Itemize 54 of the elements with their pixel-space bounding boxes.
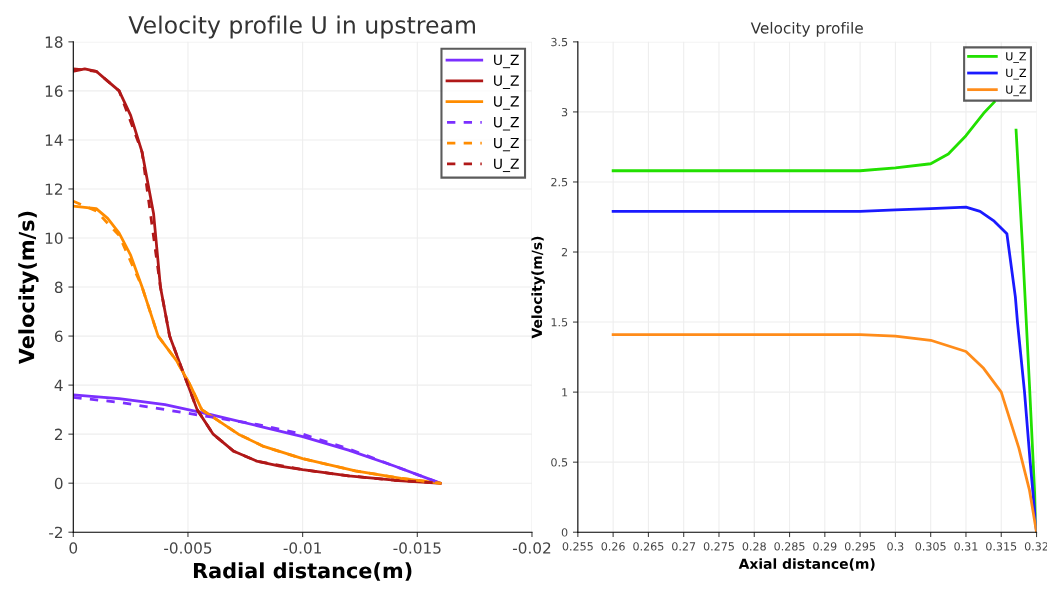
- legend-label: U_Z: [1006, 52, 1027, 63]
- y-tick-label: -2: [49, 526, 63, 539]
- y-axis-title: Velocity(m/s): [18, 211, 39, 365]
- x-tick-label: -0.005: [164, 542, 212, 554]
- legend-label: U_Z: [494, 96, 519, 110]
- legend-label: U_Z: [1006, 85, 1027, 97]
- x-tick-label: 0.255: [562, 542, 593, 551]
- x-tick-label: -0.02: [512, 542, 551, 554]
- y-tick-label: 12: [45, 183, 63, 195]
- x-tick-label: 0: [69, 542, 78, 554]
- x-tick-label: 0.275: [703, 542, 734, 551]
- x-tick-label: 0.315: [986, 542, 1017, 551]
- y-tick-label: 0: [54, 477, 63, 490]
- line-series: [611, 333, 1037, 533]
- x-axis-title: Axial distance(m): [738, 558, 875, 571]
- legend-label: U_Z: [1006, 68, 1027, 80]
- y-tick-label: 1: [562, 388, 568, 397]
- y-axis-title: Velocity(m/s): [531, 236, 545, 339]
- x-tick-label: 0.29: [813, 542, 837, 551]
- y-tick-label: 6: [54, 330, 63, 343]
- chart-title: Velocity profile U in upstream: [128, 15, 475, 39]
- legend-label: U_Z: [494, 117, 519, 131]
- x-tick-label: 0.31: [954, 542, 978, 551]
- x-axis-title: Radial distance(m): [193, 562, 412, 581]
- y-tick-label: 8: [54, 281, 63, 294]
- x-tick-label: 0.28: [742, 542, 766, 551]
- x-tick-label: 0.265: [633, 542, 664, 551]
- y-tick-label: 10: [45, 232, 63, 245]
- chart-title: Velocity profile: [750, 21, 863, 37]
- x-tick-label: 0.26: [601, 542, 625, 551]
- legend-label: U_Z: [494, 158, 519, 173]
- x-tick-label: 0.32: [1024, 542, 1047, 551]
- y-tick-label: 0: [561, 528, 568, 537]
- legend-label: U_Z: [494, 75, 519, 89]
- y-tick-label: 2: [54, 428, 63, 440]
- y-tick-label: 3: [561, 107, 568, 117]
- y-tick-label: 4: [54, 379, 63, 391]
- y-tick-label: 14: [45, 134, 63, 146]
- y-tick-label: 3.5: [551, 37, 568, 47]
- x-tick-label: -0.015: [393, 542, 441, 554]
- y-tick-label: 18: [45, 36, 63, 48]
- x-tick-label: 0.305: [915, 542, 946, 551]
- x-tick-label: 0.27: [672, 542, 696, 551]
- y-tick-label: 2.5: [551, 177, 568, 187]
- y-tick-label: 2: [561, 247, 568, 257]
- y-tick-label: 0.5: [551, 458, 568, 467]
- x-tick-label: -0.01: [283, 542, 321, 554]
- y-tick-label: 1.5: [551, 318, 568, 327]
- x-tick-label: 0.285: [774, 542, 805, 551]
- x-tick-label: 0.3: [887, 542, 904, 551]
- legend-label: U_Z: [494, 137, 519, 152]
- y-tick-label: 16: [45, 85, 63, 97]
- legend-label: U_Z: [494, 54, 519, 69]
- x-tick-label: 0.295: [844, 542, 876, 551]
